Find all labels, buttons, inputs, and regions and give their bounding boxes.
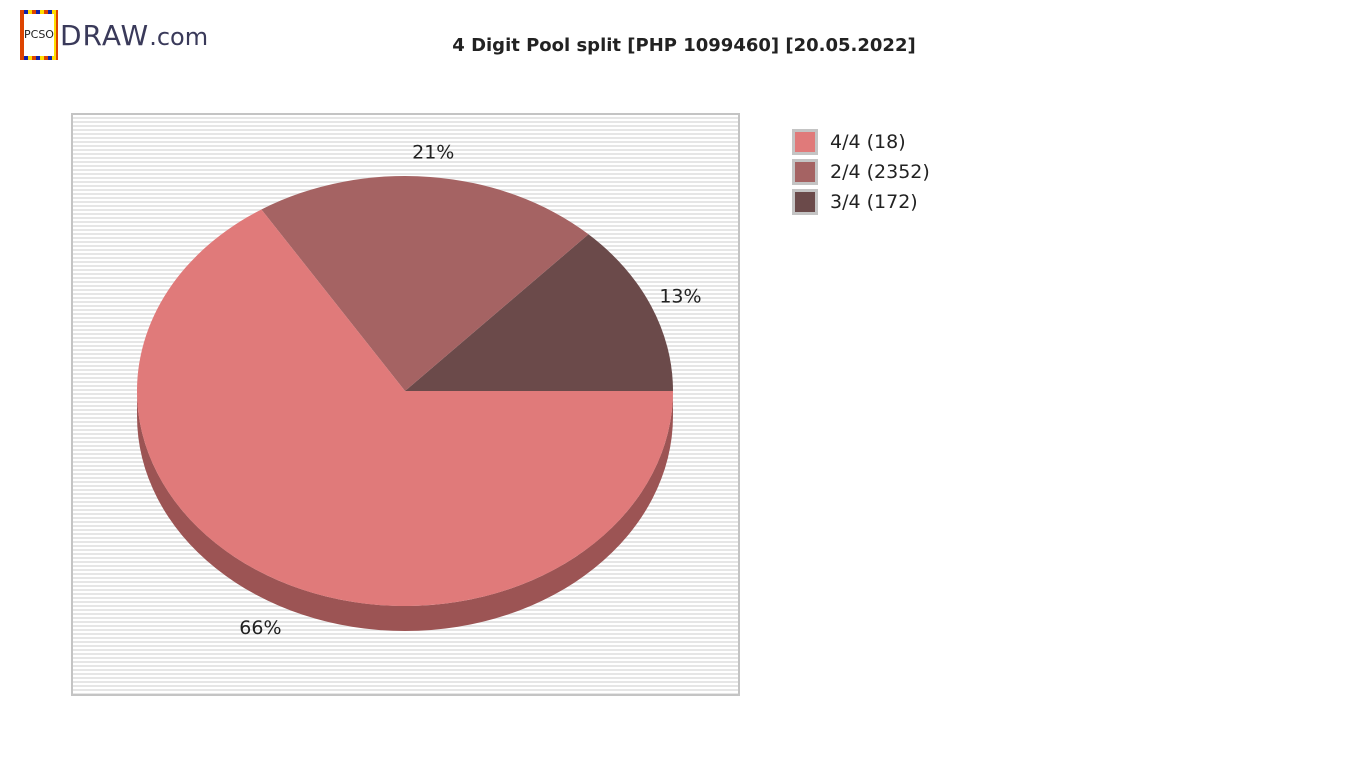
- logo-text: DRAW.com: [60, 18, 209, 52]
- pcso-badge: PCSO: [20, 10, 58, 60]
- pie-slice: [405, 234, 673, 391]
- legend-swatch: [792, 159, 818, 185]
- legend-item: 2/4 (2352): [792, 152, 930, 192]
- legend: 4/4 (18) 2/4 (2352) 3/4 (172): [792, 122, 930, 222]
- slice-label: 66%: [239, 617, 281, 639]
- legend-label: 4/4 (18): [830, 131, 906, 153]
- chart-title: 4 Digit Pool split [PHP 1099460] [20.05.…: [452, 35, 916, 56]
- legend-swatch: [792, 129, 818, 155]
- pie-slice: [136, 209, 674, 607]
- pcso-draw-logo: PCSO DRAW.com: [20, 10, 208, 60]
- legend-swatch: [792, 189, 818, 215]
- legend-item: 3/4 (172): [792, 182, 930, 222]
- legend-label: 3/4 (172): [830, 191, 918, 213]
- legend-label: 2/4 (2352): [830, 161, 930, 183]
- slice-label: 13%: [659, 285, 701, 307]
- pie-slice: [261, 175, 589, 391]
- legend-item: 4/4 (18): [792, 122, 930, 162]
- slice-label: 21%: [412, 141, 454, 163]
